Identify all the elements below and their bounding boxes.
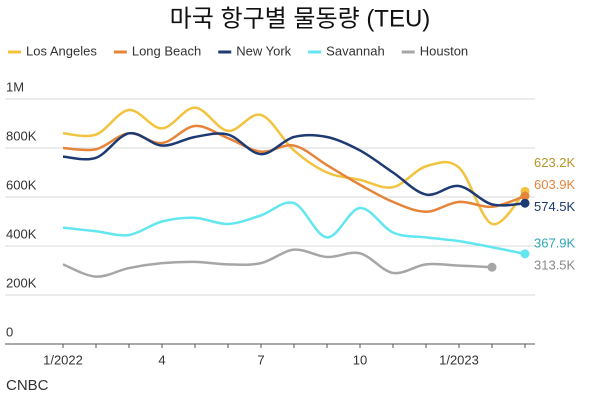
y-tick-label: 0 — [6, 324, 13, 339]
x-tick-label: 10 — [353, 352, 367, 367]
end-label: 313.5K — [534, 257, 576, 272]
x-tick-label: 1/2023 — [439, 352, 479, 367]
x-tick-label: 7 — [257, 352, 264, 367]
end-label: 574.5K — [534, 199, 576, 214]
x-tick-label: 1/2022 — [43, 352, 83, 367]
end-dot — [487, 262, 497, 272]
end-label: 603.9K — [534, 177, 576, 192]
series-line — [62, 124, 526, 213]
end-label: 367.9K — [534, 235, 576, 250]
legend-label: Savannah — [326, 43, 385, 58]
series-line — [62, 201, 526, 256]
end-dot — [520, 249, 530, 259]
legend-label: New York — [236, 43, 291, 58]
end-label: 623.2K — [534, 155, 576, 170]
legend-label: Houston — [420, 43, 468, 58]
x-tick-label: 4 — [158, 352, 165, 367]
end-dot — [520, 198, 530, 208]
legend-label: Los Angeles — [26, 43, 97, 58]
end-dot — [520, 191, 530, 201]
y-tick-label: 800K — [6, 128, 37, 143]
source: CNBC — [6, 377, 49, 394]
legend-label: Long Beach — [132, 43, 201, 58]
y-tick-label: 600K — [6, 177, 37, 192]
y-tick-label: 200K — [6, 275, 37, 290]
series-line — [62, 131, 526, 207]
series-line — [62, 106, 526, 226]
y-tick-label: 1M — [6, 79, 24, 94]
chart-title: 마국 항구별 물동량 (TEU) — [170, 5, 431, 32]
series-line — [62, 248, 493, 278]
y-tick-label: 400K — [6, 226, 37, 241]
